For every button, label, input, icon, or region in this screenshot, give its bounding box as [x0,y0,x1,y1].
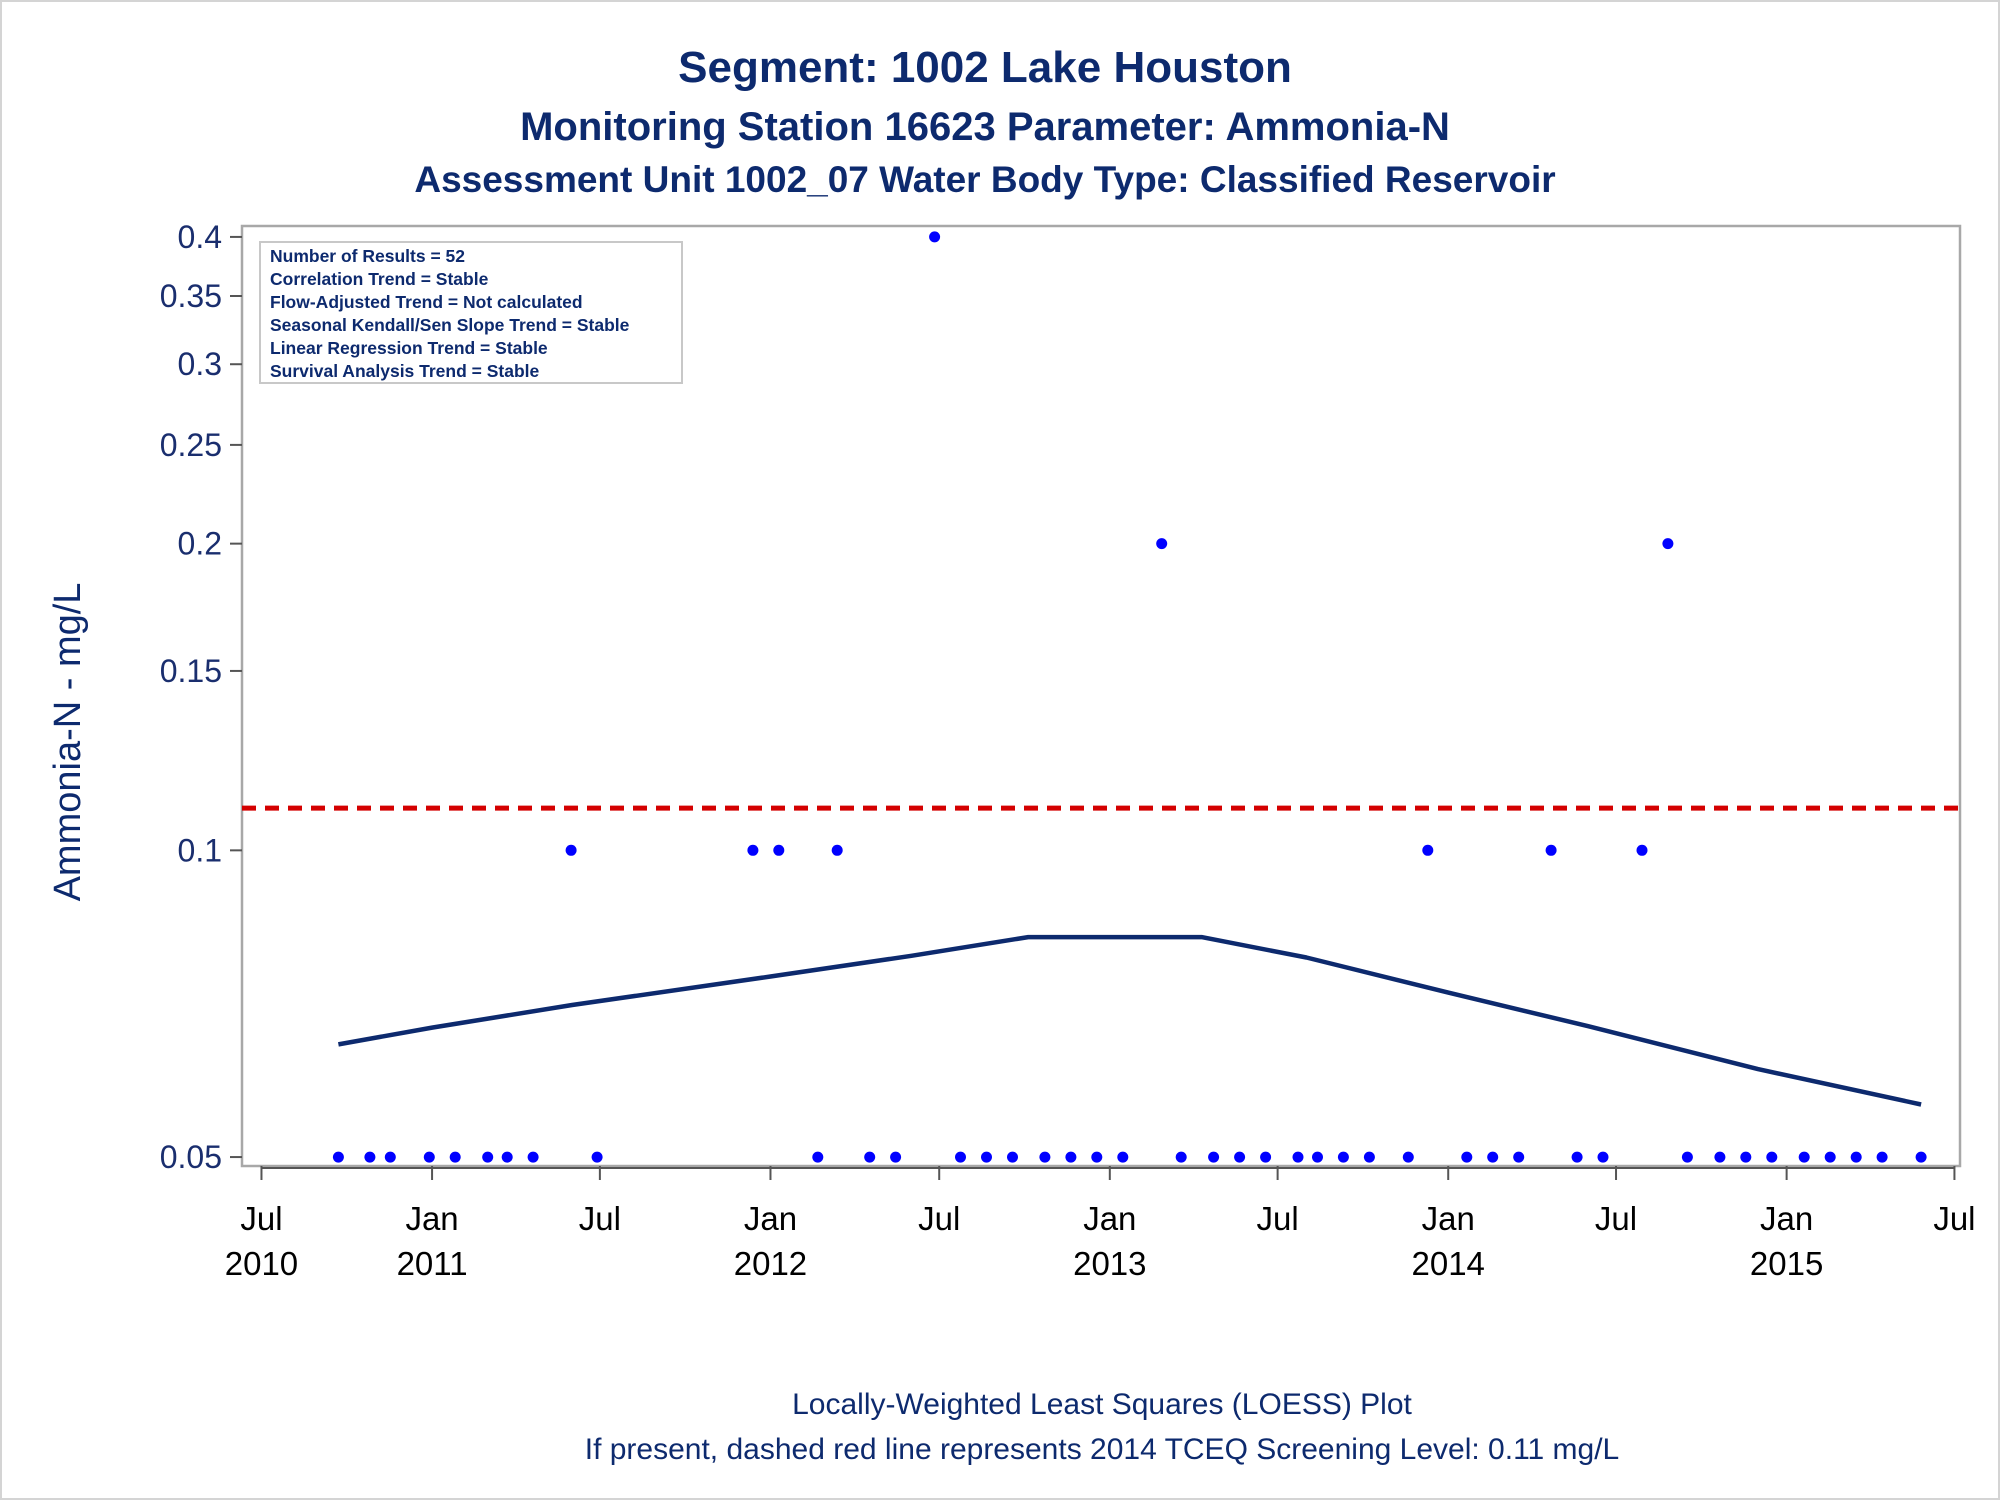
data-point [1714,1151,1726,1163]
y-tick-label: 0.35 [160,278,222,314]
data-point [1039,1151,1051,1163]
data-point [1234,1151,1246,1163]
data-point [1571,1151,1583,1163]
stats-line: Survival Analysis Trend = Stable [270,361,540,381]
y-tick-label: 0.3 [178,346,222,382]
x-tick-year: 2011 [397,1245,468,1282]
y-tick-label: 0.2 [178,526,222,562]
data-point [384,1151,396,1163]
data-point [423,1151,435,1163]
stats-line: Seasonal Kendall/Sen Slope Trend = Stabl… [270,315,630,335]
y-tick-label: 0.25 [160,427,222,463]
data-point [1117,1151,1129,1163]
y-tick-label: 0.05 [160,1139,222,1175]
data-point [1156,538,1168,550]
plot-frame [240,224,1962,1168]
data-point [1461,1151,1473,1163]
y-tick-label: 0.15 [160,653,222,689]
data-point [1208,1151,1220,1163]
y-axis-label: Ammonia-N - mg/L [47,583,89,902]
x-tick-month: Jul [240,1200,282,1237]
x-tick-month: Jan [744,1200,797,1237]
x-tick-month: Jan [405,1200,458,1237]
data-point [1363,1151,1375,1163]
stats-line: Correlation Trend = Stable [270,269,489,289]
data-point [929,231,941,243]
x-tick-month: Jan [1422,1200,1475,1237]
data-point [1091,1151,1103,1163]
data-point [1065,1151,1077,1163]
data-point [831,844,843,856]
data-point [1337,1151,1349,1163]
data-point [1876,1151,1888,1163]
x-tick-year: 2010 [225,1245,298,1282]
data-point [591,1151,603,1163]
data-point [1312,1151,1323,1163]
x-tick-month: Jul [1595,1200,1637,1237]
x-tick-month: Jul [1933,1200,1975,1237]
data-point [1422,844,1434,856]
data-point [1597,1151,1609,1163]
data-point [1766,1151,1778,1163]
chart-subtitle: Monitoring Station 16623 Parameter: Ammo… [520,105,1450,149]
data-point [364,1151,376,1163]
data-point [1545,844,1557,856]
x-tick-year: 2014 [1412,1245,1485,1282]
chart-subtitle-2: Assessment Unit 1002_07 Water Body Type:… [414,159,1555,200]
chart-title: Segment: 1002 Lake Houston [678,43,1292,92]
data-point [1915,1151,1927,1163]
x-tick-month: Jul [579,1200,621,1237]
y-axis: 0.05 0.1 0.15 0.2 0.25 0.3 0.35 0.4 [160,219,242,1175]
x-tick-year: 2013 [1073,1245,1146,1282]
data-point [1850,1151,1862,1163]
data-point [1175,1151,1187,1163]
data-point [482,1151,494,1163]
data-point [1740,1151,1752,1163]
data-point [773,844,785,856]
stats-line: Number of Results = 52 [270,246,465,266]
x-tick-year: 2015 [1750,1245,1823,1282]
data-point [955,1151,966,1163]
x-tick-month: Jul [1257,1200,1299,1237]
footnote-screening: If present, dashed red line represents 2… [585,1433,1620,1466]
data-point [812,1151,824,1163]
stats-box-frame [259,241,683,384]
data-point [1487,1151,1499,1163]
data-point [1681,1151,1693,1163]
x-tick-year: 2012 [734,1245,807,1282]
x-tick-month: Jul [918,1200,960,1237]
data-point [501,1151,513,1163]
x-axis: Jul 2010 Jan 2011 Jul Jan 2012 Jul Jan 2013 Jul Jan… [225,1166,1976,1282]
stats-box: Number of Results = 52 Correlation Trend… [259,241,683,384]
data-point [864,1151,876,1163]
loess-layer [338,934,1922,1107]
data-point [449,1151,461,1163]
y-tick-label: 0.4 [178,219,222,255]
data-point [1402,1151,1414,1163]
data-point [1662,538,1674,550]
footnote-loess: Locally-Weighted Least Squares (LOESS) P… [792,1388,1412,1421]
data-point [1260,1151,1272,1163]
stats-line: Linear Regression Trend = Stable [270,338,548,358]
data-point [527,1151,539,1163]
data-point [1513,1151,1525,1163]
data-point [1798,1151,1810,1163]
data-point [890,1151,902,1163]
data-point [565,844,577,856]
y-tick-label: 0.1 [178,832,222,868]
data-point [1292,1151,1304,1163]
loess-curve [338,934,1922,1107]
x-tick-month: Jan [1083,1200,1136,1237]
data-point [332,1151,344,1163]
stats-line: Flow-Adjusted Trend = Not calculated [270,292,583,312]
data-point [1007,1151,1018,1163]
data-point [747,844,759,856]
x-tick-month: Jan [1760,1200,1813,1237]
points-layer [332,231,1927,1163]
data-point [1824,1151,1836,1163]
data-point [981,1151,992,1163]
data-point [1636,844,1648,856]
